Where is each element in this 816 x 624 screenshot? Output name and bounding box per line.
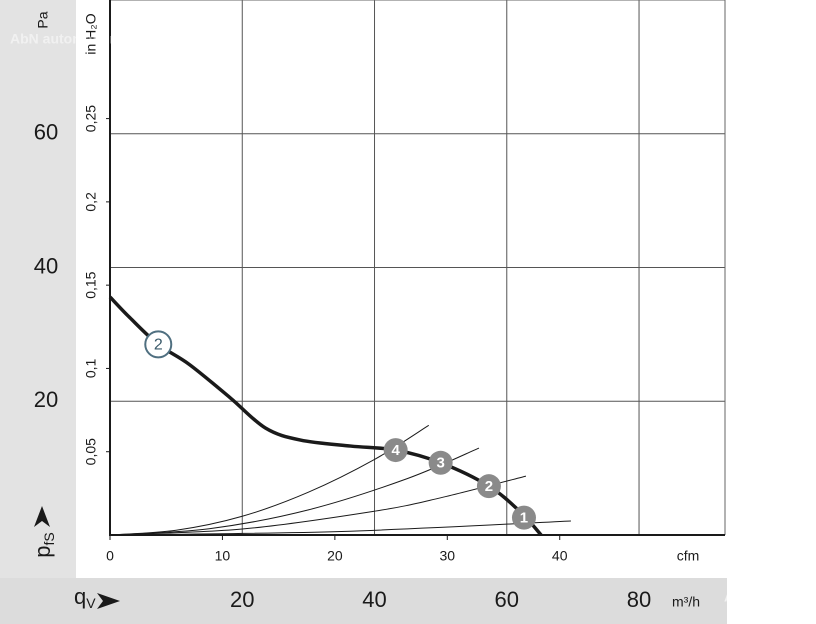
y-unit: Pa [35, 11, 51, 28]
marker [511, 505, 536, 530]
watermark: AbN automation [724, 589, 816, 605]
system-curve [109, 475, 527, 536]
y-arrow [34, 506, 50, 527]
x-label: qV [74, 584, 96, 611]
y-tick-label: 20 [34, 387, 58, 412]
x2-tick-label: 0 [106, 548, 114, 564]
y-tick-label: 60 [34, 120, 58, 145]
grid [110, 0, 725, 535]
x2-tick-label: 20 [327, 548, 343, 564]
x-arrow [97, 593, 120, 609]
watermark: AbN automation [10, 31, 118, 47]
x-tick-label: 40 [362, 587, 386, 612]
y-label-symbol: p [30, 545, 55, 557]
y2-tick-label: 0,25 [83, 105, 99, 132]
x2-tick-label: 30 [440, 548, 456, 564]
system-curve [109, 447, 480, 536]
left-band [0, 0, 76, 578]
curve-label-circle [144, 330, 173, 359]
marker [383, 438, 408, 463]
bottom-band [0, 578, 727, 624]
curve-label-text: 2 [154, 337, 163, 354]
y2-tick-label: 0,05 [83, 438, 99, 465]
x-unit: m³/h [672, 594, 700, 610]
x-tick-label: 80 [627, 587, 651, 612]
y2-label: in H₂O [83, 13, 99, 54]
y-label-subscript: fS [41, 532, 57, 545]
y2-tick-label: 0,2 [83, 192, 99, 212]
marker-label: 3 [436, 455, 444, 472]
system-curve [109, 424, 430, 536]
x2-unit: cfm [677, 548, 700, 564]
x2-tick-label: 40 [552, 548, 568, 564]
marker-label: 1 [520, 510, 528, 527]
x-tick-label: 20 [230, 587, 254, 612]
marker-label: 2 [485, 478, 493, 495]
x-label-subscript: V [86, 595, 96, 611]
y2-tick-label: 0,1 [83, 358, 99, 378]
x-label-symbol: q [74, 584, 86, 609]
y-tick-label: 40 [34, 253, 58, 278]
marker [476, 474, 501, 499]
marker-label: 4 [392, 442, 401, 459]
y2-tick-label: 0,15 [83, 271, 99, 298]
x-tick-label: 60 [495, 587, 519, 612]
y-label: pfS [30, 532, 57, 557]
x2-tick-label: 10 [215, 548, 231, 564]
marker [428, 450, 453, 475]
